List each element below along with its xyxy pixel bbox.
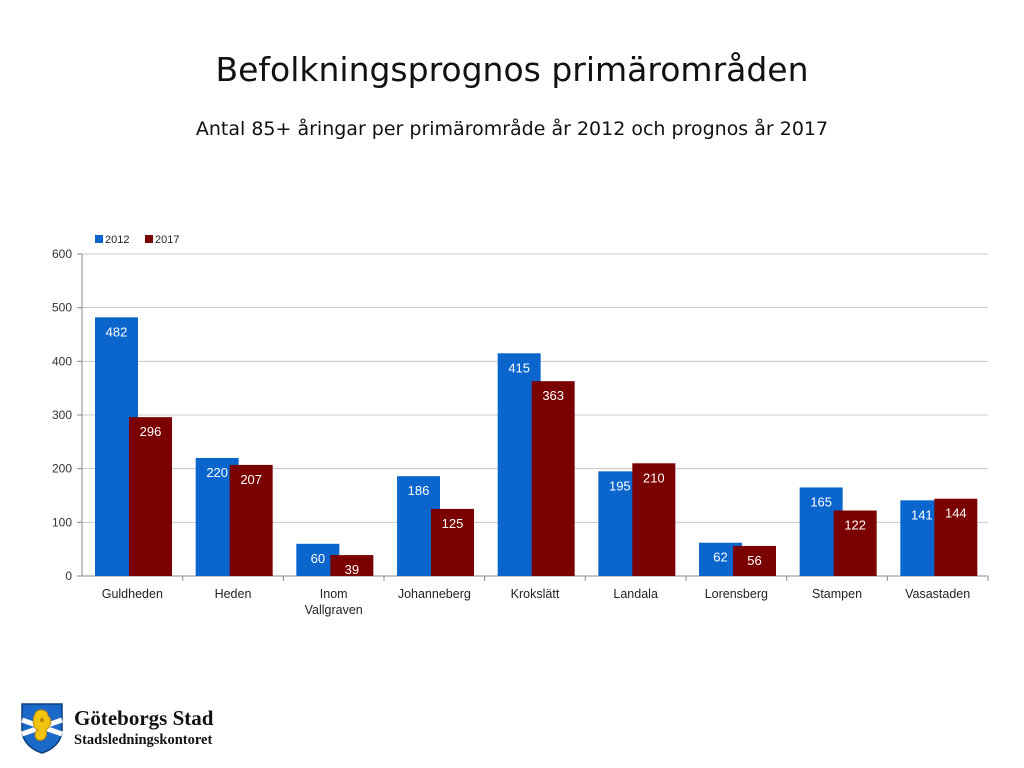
legend-swatch-2017	[145, 235, 153, 243]
page-subtitle: Antal 85+ åringar per primärområde år 20…	[195, 118, 829, 140]
data-label-2017: 39	[345, 562, 359, 577]
x-tick-label: Krokslätt	[511, 587, 560, 601]
page-title: Befolkningsprognos primärområden	[215, 50, 809, 89]
logo-department: Stadsledningskontoret	[74, 732, 213, 748]
x-tick-label: Johanneberg	[398, 587, 471, 601]
bar-2017	[129, 417, 172, 576]
data-label-2017: 125	[442, 516, 464, 531]
city-crest-icon	[21, 703, 63, 754]
x-tick-label-line2: Vallgraven	[305, 603, 363, 617]
x-tick-label: Vasastaden	[905, 587, 970, 601]
logo: Göteborgs Stad Stadsledningskontoret	[18, 700, 258, 756]
x-tick-label: Lorensberg	[705, 587, 768, 601]
legend-swatch-2012	[95, 235, 103, 243]
data-label-2012: 220	[206, 465, 228, 480]
data-label-2012: 141	[911, 507, 933, 522]
bar-2017	[431, 508, 474, 576]
data-label-2017: 122	[844, 518, 866, 533]
y-tick-label: 200	[52, 462, 72, 476]
x-tick-label: Inom	[320, 587, 348, 601]
logo-name: Göteborgs Stad	[74, 706, 214, 730]
data-label-2017: 210	[643, 470, 665, 485]
y-tick-label: 0	[65, 569, 72, 583]
bar-2017	[632, 463, 676, 576]
bar-chart: 0 100 200 300 400 500 600 Guldheden 482 296 Heden 2…	[52, 234, 989, 617]
data-label-2012: 482	[106, 324, 128, 339]
x-tick-label: Heden	[215, 587, 252, 601]
data-label-2012: 195	[609, 478, 631, 493]
bar-2017	[531, 381, 575, 576]
data-label-2012: 165	[810, 494, 832, 509]
legend-label-2017: 2017	[155, 234, 179, 246]
bar-2017	[330, 555, 374, 576]
y-tick-label: 300	[52, 408, 72, 422]
data-label-2012: 60	[311, 551, 325, 566]
y-tick-label: 400	[52, 354, 72, 368]
data-label-2017: 296	[140, 424, 162, 439]
bar-2017	[934, 498, 978, 576]
bar-2017	[733, 545, 776, 576]
data-label-2017: 363	[542, 388, 564, 403]
y-tick-label: 100	[52, 515, 72, 529]
data-label-2012: 62	[713, 550, 727, 565]
bar-2017	[229, 464, 273, 576]
x-tick-label: Stampen	[812, 587, 862, 601]
y-tick-label: 600	[52, 247, 72, 261]
data-label-2012: 186	[408, 483, 430, 498]
data-label-2017: 144	[945, 506, 967, 521]
data-label-2012: 415	[508, 360, 530, 375]
bar-2017	[833, 510, 877, 576]
legend-label-2012: 2012	[105, 234, 129, 246]
data-label-2017: 56	[747, 553, 761, 568]
data-label-2017: 207	[240, 472, 262, 487]
y-tick-label: 500	[52, 301, 72, 315]
x-tick-label: Landala	[613, 587, 658, 601]
x-tick-label: Guldheden	[102, 587, 163, 601]
